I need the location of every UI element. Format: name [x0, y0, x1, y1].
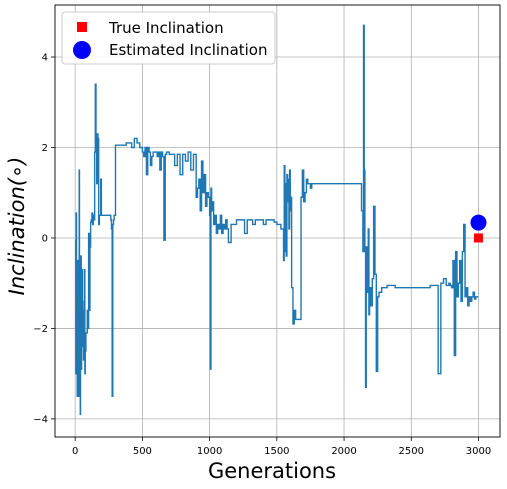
- x-tick-layer: 0 500 1000 1500 2000 2500 3000: [72, 437, 491, 457]
- series-layer: [75, 24, 479, 416]
- legend-label-true: True Inclination: [108, 19, 224, 37]
- marker-layer: [470, 214, 487, 243]
- x-tick-label: 2500: [399, 446, 424, 457]
- estimated-inclination-point: [470, 214, 487, 231]
- x-tick-label: 500: [133, 446, 152, 457]
- true-inclination-point: [473, 233, 483, 243]
- y-tick-label: −2: [33, 324, 48, 335]
- x-tick-label: 0: [72, 446, 78, 457]
- y-tick-layer: −4 −2 0 2 4: [33, 53, 55, 425]
- legend-label-estimated: Estimated Inclination: [109, 41, 268, 59]
- x-tick-label: 3000: [466, 446, 491, 457]
- legend: True Inclination Estimated Inclination: [61, 11, 276, 65]
- legend-box: [61, 11, 276, 65]
- y-tick-label: 2: [42, 143, 48, 154]
- inclination-trace: [75, 24, 479, 416]
- plot-frame: [54, 4, 501, 438]
- x-axis-label: Generations: [208, 459, 336, 483]
- y-tick-label: 0: [42, 233, 48, 244]
- legend-square-icon: [77, 22, 87, 32]
- x-tick-label: 1000: [197, 446, 222, 457]
- legend-circle-icon: [73, 41, 91, 59]
- x-tick-label: 1500: [264, 446, 289, 457]
- y-axis-label: Inclination(∘): [5, 157, 29, 296]
- y-tick-label: 4: [42, 53, 48, 64]
- y-tick-label: −4: [33, 414, 48, 425]
- x-tick-label: 2000: [331, 446, 356, 457]
